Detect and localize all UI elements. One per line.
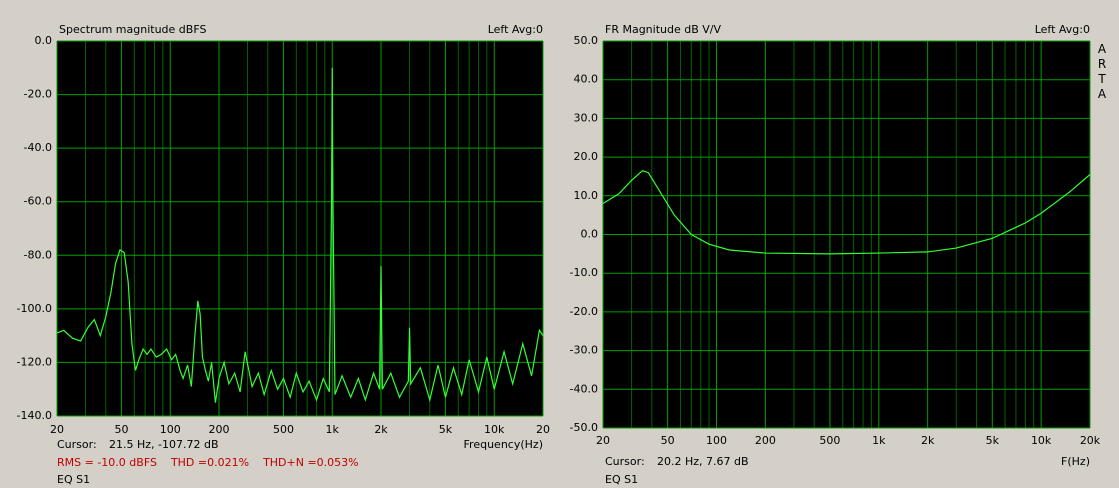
- y-tick-label: -20.0: [24, 88, 52, 101]
- y-tick-label: -20.0: [570, 305, 598, 318]
- cursor-value: 20.2 Hz, 7.67 dB: [657, 455, 749, 468]
- x-tick-label: 20k: [1080, 434, 1101, 447]
- x-tick-label: 200: [209, 423, 230, 436]
- cursor-label: Cursor:: [605, 455, 645, 468]
- x-tick-label: 1k: [326, 423, 340, 436]
- y-tick-label: -140.0: [17, 409, 52, 422]
- y-tick-label: -40.0: [570, 382, 598, 395]
- channel-label: Left Avg:0: [1035, 23, 1090, 36]
- y-tick-label: 40.0: [574, 73, 599, 86]
- spectrum-line: [602, 169, 1091, 255]
- footer-label: EQ S1: [605, 473, 638, 486]
- x-tick-label: 10k: [1031, 434, 1052, 447]
- side-label: ARTA: [1095, 42, 1109, 102]
- y-tick-label: -60.0: [24, 195, 52, 208]
- y-tick-label: -100.0: [17, 302, 52, 315]
- chart-title: Spectrum magnitude dBFS: [59, 23, 206, 36]
- footer-label: EQ S1: [57, 473, 90, 486]
- x-tick-label: 2k: [921, 434, 935, 447]
- x-tick-label: 500: [819, 434, 840, 447]
- x-tick-label: 50: [661, 434, 675, 447]
- status-text: THD =0.021%: [170, 456, 249, 469]
- chart-title: FR Magnitude dB V/V: [605, 23, 721, 36]
- x-tick-label: 2k: [374, 423, 388, 436]
- x-tick-label: 20: [50, 423, 64, 436]
- y-tick-label: 50.0: [574, 34, 599, 47]
- x-tick-label: 20: [536, 423, 550, 436]
- cursor-label: Cursor:: [57, 438, 97, 451]
- y-tick-label: -120.0: [17, 355, 52, 368]
- x-tick-label: 50: [114, 423, 128, 436]
- y-tick-label: -10.0: [570, 266, 598, 279]
- y-tick-label: 10.0: [574, 189, 599, 202]
- y-tick-label: 30.0: [574, 111, 599, 124]
- y-tick-label: -50.0: [570, 421, 598, 434]
- y-tick-label: -40.0: [24, 141, 52, 154]
- x-tick-label: 1k: [872, 434, 886, 447]
- y-tick-label: 0.0: [35, 34, 53, 47]
- y-tick-label: -80.0: [24, 248, 52, 261]
- y-tick-label: 0.0: [581, 228, 599, 241]
- status-text: THD+N =0.053%: [262, 456, 359, 469]
- x-axis-label: F(Hz): [1061, 455, 1090, 468]
- status-text: RMS = -10.0 dBFS: [57, 456, 157, 469]
- x-tick-label: 5k: [986, 434, 1000, 447]
- x-tick-label: 10k: [484, 423, 505, 436]
- plot-area: [57, 41, 543, 416]
- y-tick-label: 20.0: [574, 150, 599, 163]
- channel-label: Left Avg:0: [488, 23, 543, 36]
- x-tick-label: 5k: [439, 423, 453, 436]
- y-tick-label: -30.0: [570, 344, 598, 357]
- x-tick-label: 100: [160, 423, 181, 436]
- x-axis-label: Frequency(Hz): [464, 438, 543, 451]
- spectrum-line: [56, 67, 544, 403]
- x-tick-label: 500: [273, 423, 294, 436]
- x-tick-label: 20: [596, 434, 610, 447]
- cursor-value: 21.5 Hz, -107.72 dB: [109, 438, 219, 451]
- x-tick-label: 100: [706, 434, 727, 447]
- x-tick-label: 200: [755, 434, 776, 447]
